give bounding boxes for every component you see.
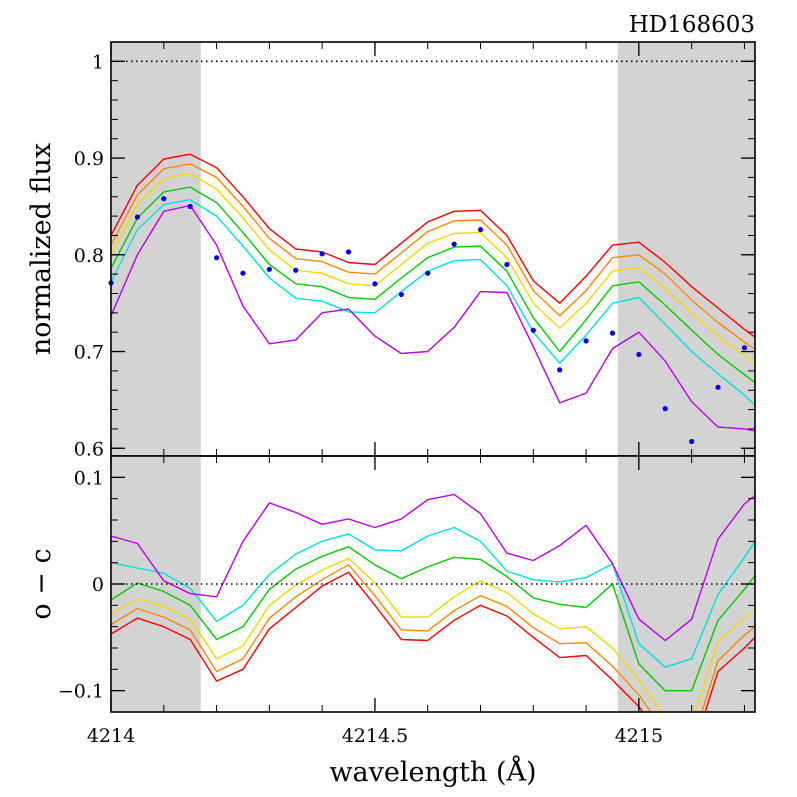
top-ytick-label: 0.7	[74, 342, 104, 364]
top-observed-points	[108, 196, 748, 445]
xtick-label: 4215	[615, 725, 663, 747]
observed-point	[213, 255, 220, 261]
top-series-line-2	[111, 172, 755, 364]
bot-series-line-1	[111, 564, 755, 712]
observed-point	[636, 351, 642, 358]
observed-point	[266, 266, 272, 272]
observed-point	[530, 327, 536, 333]
observed-point	[240, 270, 246, 276]
observed-point	[583, 338, 589, 344]
bot-shaded-region-0	[111, 456, 201, 712]
bottom-residual-lines	[111, 493, 755, 712]
observed-point	[372, 281, 378, 287]
observed-point	[293, 267, 299, 273]
bottom-tick-labels: −0.1 0 0.1 4214 4214.5 4215	[58, 467, 663, 747]
bot-series-line-0	[111, 571, 755, 712]
bot-ytick-label: 0	[92, 574, 104, 596]
bot-ytick-label: 0.1	[74, 467, 104, 489]
bot-series-line-5	[111, 493, 755, 642]
top-ytick-label: 0.9	[74, 148, 104, 170]
observed-point	[689, 438, 695, 445]
observed-point	[715, 384, 721, 390]
observed-point	[319, 251, 325, 257]
observed-point	[477, 227, 484, 233]
bot-series-line-4	[111, 526, 755, 668]
observed-point	[609, 330, 616, 336]
bot-ytick-label: −0.1	[58, 681, 104, 703]
top-ytick-label: 0.6	[74, 438, 104, 460]
bottom-ticks	[110, 455, 755, 713]
observed-point	[741, 345, 748, 351]
bottom-ylabel: o − c	[26, 548, 57, 619]
top-model-lines	[111, 153, 755, 432]
observed-point	[134, 214, 140, 220]
top-ytick-label: 0.8	[74, 245, 104, 267]
top-shaded-region-0	[111, 42, 201, 456]
bot-series-line-2	[111, 557, 755, 712]
observed-point	[451, 241, 457, 247]
observed-point	[187, 203, 193, 210]
xtick-label: 4214.5	[342, 725, 408, 747]
top-tick-labels: 0.6 0.7 0.8 0.9 1	[74, 51, 104, 460]
xtick-label: 4214	[87, 725, 135, 747]
top-ticks	[110, 41, 755, 456]
top-series-line-4	[111, 198, 755, 406]
x-axis-label: wavelength (Å)	[329, 755, 536, 788]
observed-point	[345, 249, 352, 255]
top-panel: 0.6 0.7 0.8 0.9 1 HD168603 normalized flux	[26, 12, 756, 460]
bottom-shaded-regions	[111, 456, 755, 712]
top-series-line-0	[111, 153, 755, 338]
bottom-panel: −0.1 0 0.1 4214 4214.5 4215 wavelength (Å) o …	[26, 455, 756, 788]
observed-point	[662, 406, 668, 412]
top-ytick-label: 1	[92, 51, 104, 73]
observed-point	[504, 261, 510, 268]
observed-point	[398, 291, 404, 298]
top-series-line-1	[111, 163, 755, 351]
bot-series-line-3	[111, 546, 755, 692]
observed-point	[161, 196, 167, 202]
observed-point	[557, 367, 563, 373]
top-shaded-region-1	[617, 42, 755, 456]
top-series-line-3	[111, 186, 755, 384]
top-series-line-5	[111, 204, 755, 432]
top-ylabel: normalized flux	[26, 143, 57, 355]
top-shaded-regions	[111, 42, 755, 456]
observed-point	[425, 270, 431, 276]
star-label: HD168603	[629, 12, 755, 38]
